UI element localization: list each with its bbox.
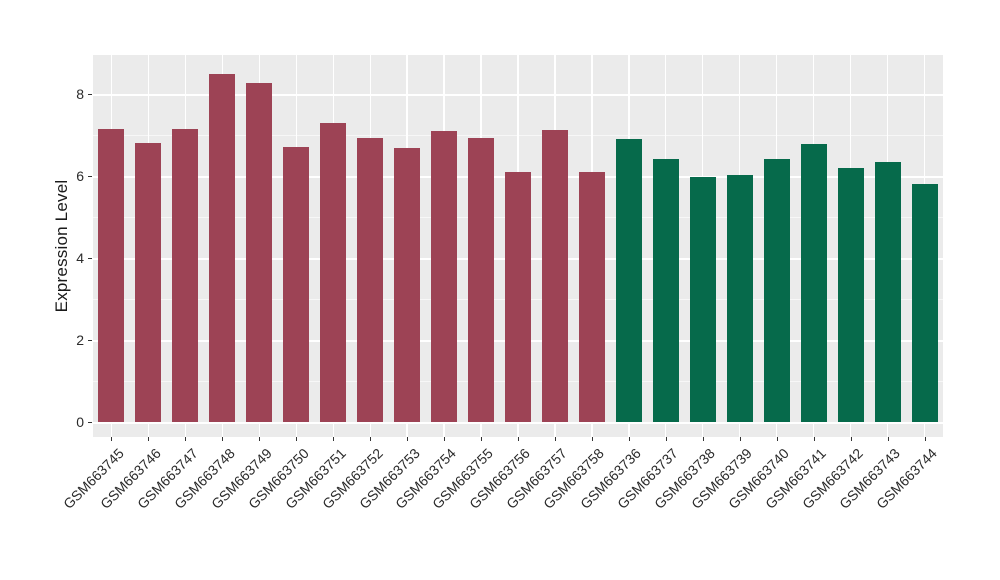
bar-GSM663753 [394,148,420,422]
y-tick-mark [88,422,92,423]
y-tick-mark [88,340,92,341]
bar-GSM663738 [690,177,716,422]
y-tick-mark [88,258,92,259]
bar-GSM663746 [135,143,161,422]
bar-GSM663756 [505,171,531,422]
y-tick-mark [88,176,92,177]
y-axis-tick-labels: 0 2 4 6 8 [0,55,84,437]
x-tick-mark [407,437,409,441]
x-tick-mark [333,437,335,441]
plot-panel [93,55,943,437]
bar-GSM663743 [875,161,901,422]
x-axis-tick-labels: GSM663745 GSM663746 GSM663747 GSM663748 GSM6… [0,445,1000,575]
y-tick-label: 6 [76,168,84,184]
x-tick-mark [296,437,298,441]
x-tick-mark [111,437,113,441]
x-tick-mark [444,437,446,441]
x-tick-mark [259,437,261,441]
bar-GSM663752 [357,138,383,422]
y-tick-mark [88,94,92,95]
bar-GSM663742 [838,167,864,422]
x-tick-mark [554,437,556,441]
bar-GSM663744 [912,184,938,422]
bar-GSM663747 [172,128,198,422]
x-tick-mark [813,437,815,441]
bar-GSM663739 [727,174,753,422]
x-tick-mark [702,437,704,441]
y-tick-label: 8 [76,86,84,102]
y-tick-label: 4 [76,250,84,266]
bar-GSM663749 [246,82,272,422]
x-tick-mark [776,437,778,441]
bar-GSM663757 [542,129,568,422]
x-tick-mark [665,437,667,441]
x-tick-mark [628,437,630,441]
x-tick-mark [148,437,150,441]
x-tick-mark [739,437,741,441]
bar-GSM663737 [653,159,679,422]
bar-GSM663736 [616,139,642,422]
x-tick-mark [370,437,372,441]
bar-GSM663751 [320,123,346,422]
x-tick-mark [850,437,852,441]
bar-GSM663745 [98,128,124,422]
bar-GSM663758 [579,171,605,422]
y-tick-label: 0 [76,414,84,430]
x-tick-mark [887,437,889,441]
bar-GSM663750 [283,146,309,422]
bar-GSM663754 [431,130,457,422]
bar-GSM663741 [801,144,827,422]
x-tick-mark [591,437,593,441]
bar-GSM663755 [468,137,494,422]
x-tick-mark [185,437,187,441]
x-tick-mark [222,437,224,441]
x-tick-mark [481,437,483,441]
bar-GSM663748 [209,73,235,422]
x-tick-mark [518,437,519,441]
bar-GSM663740 [764,158,790,422]
x-tick-mark [924,437,926,441]
y-tick-label: 2 [76,332,84,348]
